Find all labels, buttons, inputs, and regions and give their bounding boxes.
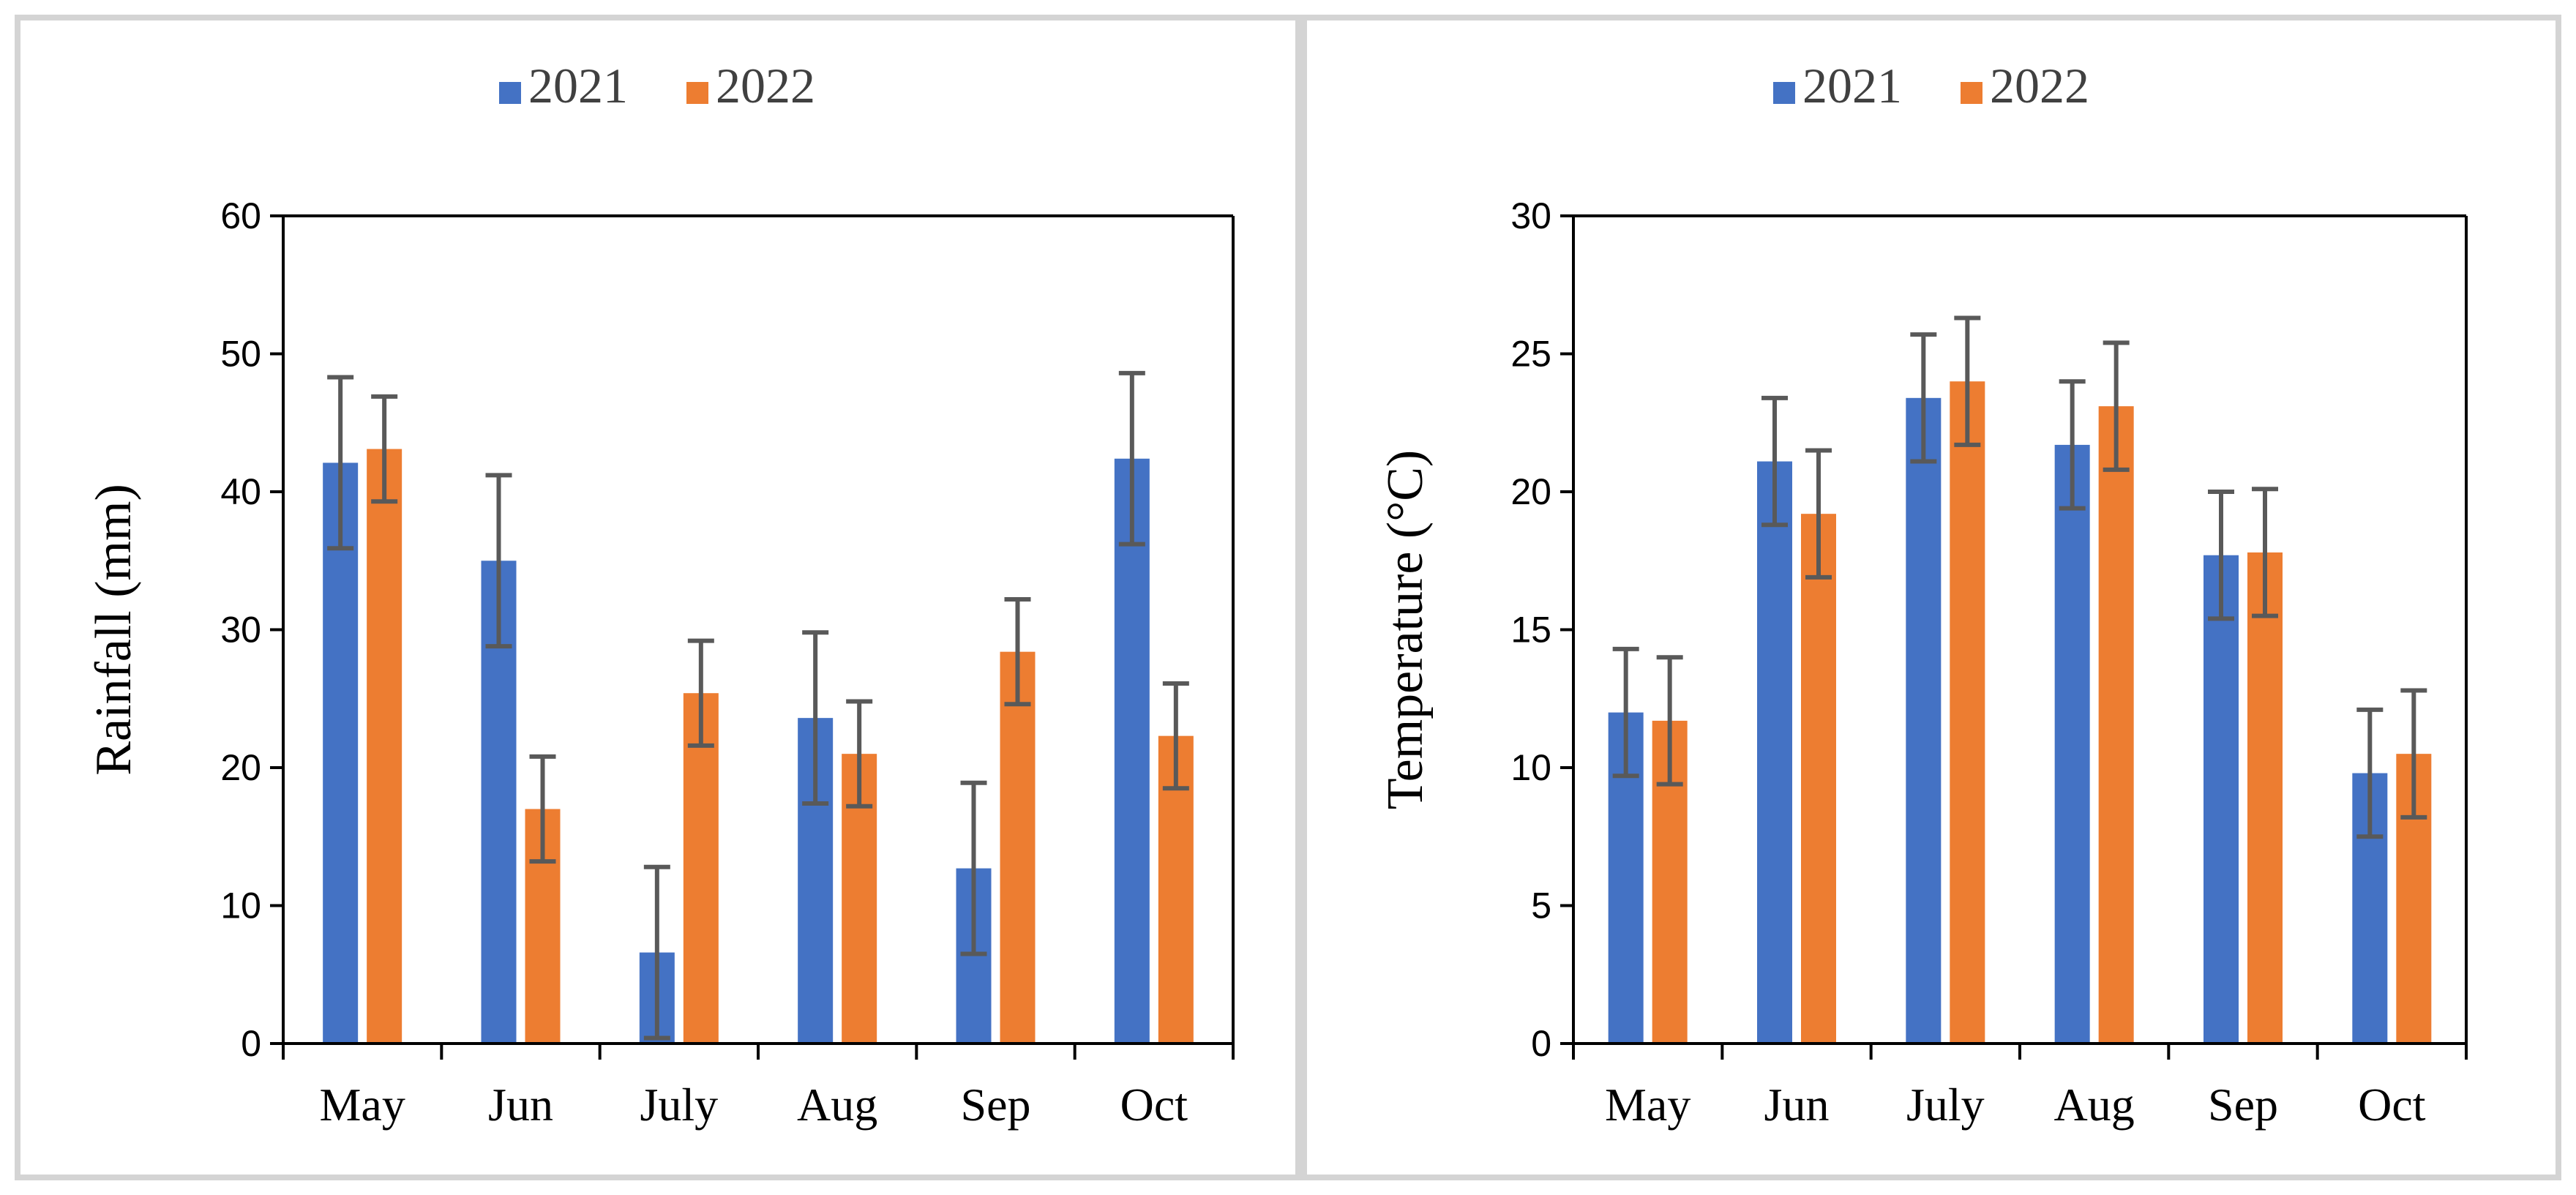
legend-swatch-2021	[1773, 82, 1795, 104]
y-axis-title: Rainfall (mm)	[86, 484, 142, 776]
y-tick-label: 60	[220, 195, 261, 236]
bar-2022-Aug	[2098, 406, 2134, 1044]
y-tick-label: 10	[220, 885, 261, 926]
y-axis-title: Temperature (°C)	[1377, 450, 1434, 809]
y-tick-label: 20	[220, 747, 261, 788]
x-tick-label: Sep	[961, 1079, 1031, 1131]
bar-2021-May	[323, 462, 359, 1044]
legend-label-2022: 2022	[716, 58, 815, 113]
legend-label-2022: 2022	[1990, 58, 2089, 113]
y-tick-label: 0	[1531, 1023, 1551, 1064]
x-tick-label: July	[1906, 1079, 1985, 1131]
y-tick-label: 5	[1531, 885, 1551, 926]
bar-2022-May	[367, 449, 402, 1044]
bar-2022-July	[1950, 381, 1985, 1044]
bar-2021-Oct	[1114, 458, 1150, 1044]
temperature-panel-frame	[1301, 15, 2561, 1180]
x-tick-label: May	[1605, 1079, 1690, 1131]
bar-2022-Sep	[2247, 552, 2283, 1044]
bar-2021-Sep	[2204, 555, 2239, 1044]
bar-2021-July	[1906, 397, 1942, 1044]
y-tick-label: 20	[1510, 471, 1551, 512]
rainfall-panel-frame	[15, 15, 1301, 1180]
y-tick-label: 15	[1510, 610, 1551, 651]
legend-swatch-2021	[499, 82, 521, 104]
x-tick-label: Sep	[2208, 1079, 2278, 1131]
legend-label-2021: 2021	[1802, 58, 1902, 113]
bar-2022-Jun	[1801, 514, 1836, 1044]
bar-2021-Jun	[1757, 461, 1792, 1044]
y-tick-label: 10	[1510, 747, 1551, 788]
bar-2022-July	[683, 693, 719, 1044]
y-tick-label: 30	[220, 610, 261, 651]
rainfall-panel: 2021 2022 Rainfall (mm) 0 10 20 30 40 50 60 May Jun…	[15, 15, 1301, 1180]
x-tick-label: July	[640, 1079, 718, 1131]
temperature-chart: 2021 2022 Temperature (°C) 0 5 10 15 20 25 30 May J…	[1377, 58, 2468, 1131]
x-tick-label: Aug	[2054, 1079, 2135, 1131]
bar-2022-Sep	[1000, 651, 1036, 1044]
y-tick-label: 40	[220, 471, 261, 512]
legend-swatch-2022	[1961, 82, 1982, 104]
x-tick-label: May	[320, 1079, 405, 1131]
y-tick-label: 0	[241, 1023, 261, 1064]
bar-2021-Aug	[2054, 444, 2090, 1044]
legend-label-2021: 2021	[528, 58, 628, 113]
y-tick-label: 25	[1510, 334, 1551, 375]
temperature-panel: 2021 2022 Temperature (°C) 0 5 10 15 20 25 30 May J…	[1301, 15, 2561, 1180]
legend-swatch-2022	[686, 82, 708, 104]
x-tick-label: Oct	[2358, 1079, 2426, 1131]
rainfall-chart: 2021 2022 Rainfall (mm) 0 10 20 30 40 50 60 May Jun…	[86, 58, 1235, 1131]
y-tick-label: 30	[1510, 195, 1551, 236]
x-tick-label: Jun	[1764, 1079, 1830, 1131]
x-tick-label: Jun	[488, 1079, 553, 1131]
x-tick-label: Aug	[797, 1079, 877, 1131]
y-tick-label: 50	[220, 334, 261, 375]
x-tick-label: Oct	[1120, 1079, 1188, 1131]
